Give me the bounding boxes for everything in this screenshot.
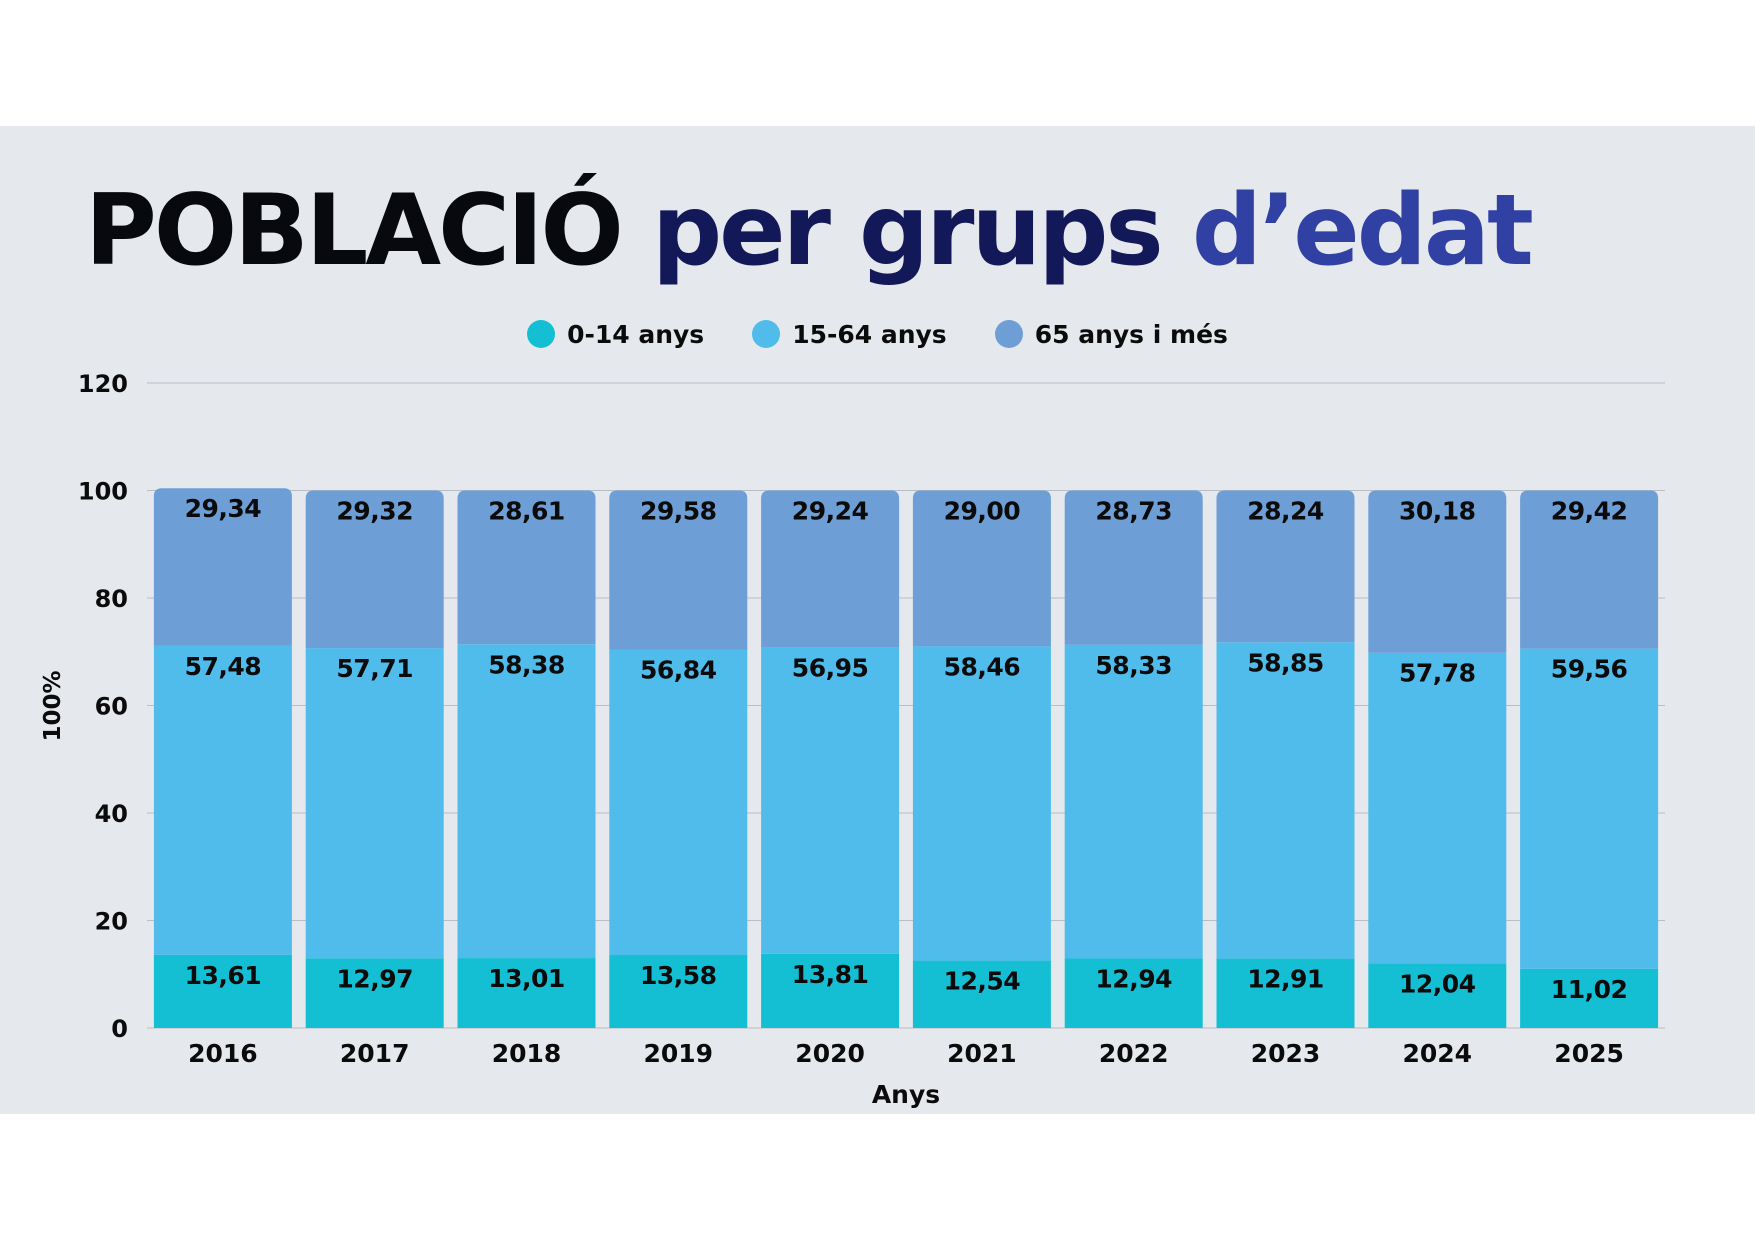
x-axis-title: Anys xyxy=(872,1080,940,1109)
y-tick-label-100: 100 xyxy=(78,478,128,506)
data-labels: 13,61 57,48 29,34 12,97 57,71 29,32 13,01 58,38… xyxy=(185,494,1628,1004)
data-label-2023-series-1: 58,85 xyxy=(1247,648,1324,677)
legend-label-65-plus: 65 anys i més xyxy=(1034,319,1228,349)
bar-2016-series-0 xyxy=(153,954,292,1028)
bar-2016-series-1 xyxy=(153,645,292,955)
bar-2021-series-1 xyxy=(912,646,1051,961)
data-label-2022-series-1: 58,33 xyxy=(1095,651,1172,680)
bar-2019-series-2 xyxy=(609,490,748,650)
data-label-2017-series-1: 57,71 xyxy=(336,654,413,683)
data-label-2019-series-2: 29,58 xyxy=(640,497,717,526)
chart-title: POBLACIÓ per grups d’edat xyxy=(85,166,1725,296)
data-label-2021-series-1: 58,46 xyxy=(944,652,1021,681)
y-tick-label-120: 120 xyxy=(78,370,128,398)
data-label-2020-series-2: 29,24 xyxy=(792,497,869,526)
y-axis-ticks: 0 20 40 60 80 100 120 xyxy=(78,370,128,1043)
data-label-2024-series-1: 57,78 xyxy=(1399,659,1476,688)
legend-item-15-64: 15-64 anys xyxy=(752,320,947,349)
bar-2022-series-0 xyxy=(1064,958,1203,1028)
data-label-2018-series-1: 58,38 xyxy=(488,650,565,679)
data-label-2025-series-0: 11,02 xyxy=(1551,975,1628,1004)
data-label-2024-series-2: 30,18 xyxy=(1399,497,1476,526)
title-part-poblacio: POBLACIÓ xyxy=(85,174,624,288)
bar-2017-series-0 xyxy=(305,958,444,1028)
bar-2020-series-2 xyxy=(761,490,900,648)
bar-2019-series-0 xyxy=(609,955,748,1028)
x-tick-label-2024: 2024 xyxy=(1403,1039,1473,1068)
title-part-grups: grups xyxy=(859,174,1164,288)
bar-2017-series-1 xyxy=(305,648,444,959)
data-label-2021-series-0: 12,54 xyxy=(944,967,1021,996)
data-label-2022-series-0: 12,94 xyxy=(1095,964,1172,993)
bar-2023-series-1 xyxy=(1216,642,1355,959)
data-label-2023-series-2: 28,24 xyxy=(1247,497,1324,526)
data-label-2021-series-2: 29,00 xyxy=(944,497,1021,526)
bar-2022-series-1 xyxy=(1064,644,1203,959)
legend-swatch-15-64 xyxy=(752,320,781,348)
bar-2018-series-0 xyxy=(457,958,596,1028)
y-tick-label-60: 60 xyxy=(95,693,128,721)
x-tick-label-2021: 2021 xyxy=(947,1039,1017,1068)
legend-label-0-14: 0-14 anys xyxy=(567,319,705,349)
bar-2025-series-0 xyxy=(1520,968,1659,1028)
data-label-2020-series-1: 56,95 xyxy=(792,654,869,683)
bar-2025-series-1 xyxy=(1520,648,1659,969)
data-label-2020-series-0: 13,81 xyxy=(792,960,869,989)
data-label-2017-series-2: 29,32 xyxy=(336,497,413,526)
data-label-2016-series-2: 29,34 xyxy=(185,494,262,523)
x-tick-label-2019: 2019 xyxy=(644,1039,714,1068)
x-tick-label-2022: 2022 xyxy=(1099,1039,1169,1068)
legend-item-65-plus: 65 anys i més xyxy=(994,319,1228,349)
data-label-2016-series-0: 13,61 xyxy=(185,961,262,990)
x-tick-label-2025: 2025 xyxy=(1554,1039,1624,1068)
x-axis-ticks: 2016 2017 2018 2019 2020 2021 2022 2023 2024 2025 xyxy=(188,1039,1624,1068)
data-label-2019-series-0: 13,58 xyxy=(640,961,717,990)
y-axis-title: 100% xyxy=(40,670,66,741)
legend-swatch-0-14 xyxy=(527,320,556,348)
bars xyxy=(153,488,1659,1028)
bar-2021-series-0 xyxy=(912,960,1051,1028)
legend-swatch-65-plus xyxy=(994,320,1023,348)
y-tick-label-40: 40 xyxy=(95,800,128,828)
x-tick-label-2023: 2023 xyxy=(1251,1039,1321,1068)
title-part-edat: d’edat xyxy=(1191,174,1534,288)
data-label-2023-series-0: 12,91 xyxy=(1247,965,1324,994)
data-label-2017-series-0: 12,97 xyxy=(336,964,413,993)
bar-2018-series-2 xyxy=(457,490,596,645)
title-part-per: per xyxy=(651,174,831,288)
legend-item-0-14: 0-14 anys xyxy=(527,320,704,349)
x-tick-label-2016: 2016 xyxy=(188,1039,258,1068)
bar-2024-series-2 xyxy=(1368,490,1507,653)
bar-2020-series-1 xyxy=(761,647,900,954)
bar-2023-series-2 xyxy=(1216,490,1355,643)
y-tick-label-80: 80 xyxy=(95,585,128,613)
y-tick-label-0: 0 xyxy=(111,1015,128,1043)
bar-2021-series-2 xyxy=(912,490,1051,647)
legend: 0-14 anys 15-64 anys 65 anys i més xyxy=(0,316,1755,352)
x-tick-label-2018: 2018 xyxy=(492,1039,562,1068)
x-tick-label-2017: 2017 xyxy=(340,1039,410,1068)
bar-2024-series-0 xyxy=(1368,963,1507,1028)
bar-2022-series-2 xyxy=(1064,490,1203,645)
data-label-2018-series-0: 13,01 xyxy=(488,964,565,993)
legend-label-15-64: 15-64 anys xyxy=(792,319,947,349)
bar-2023-series-0 xyxy=(1216,958,1355,1028)
bar-2016-series-2 xyxy=(153,488,292,646)
bar-2024-series-1 xyxy=(1368,652,1507,964)
data-label-2016-series-1: 57,48 xyxy=(185,652,262,681)
bar-2025-series-2 xyxy=(1520,490,1659,649)
y-tick-label-20: 20 xyxy=(95,908,128,936)
bar-2017-series-2 xyxy=(305,490,444,649)
bar-2019-series-1 xyxy=(609,649,748,956)
data-label-2022-series-2: 28,73 xyxy=(1095,497,1172,526)
data-label-2024-series-0: 12,04 xyxy=(1399,969,1476,998)
x-tick-label-2020: 2020 xyxy=(795,1039,865,1068)
bar-2018-series-1 xyxy=(457,644,596,959)
data-label-2025-series-1: 59,56 xyxy=(1551,655,1628,684)
data-label-2019-series-1: 56,84 xyxy=(640,655,717,684)
data-label-2018-series-2: 28,61 xyxy=(488,497,565,526)
data-label-2025-series-2: 29,42 xyxy=(1551,497,1628,526)
bar-2020-series-0 xyxy=(761,953,900,1028)
